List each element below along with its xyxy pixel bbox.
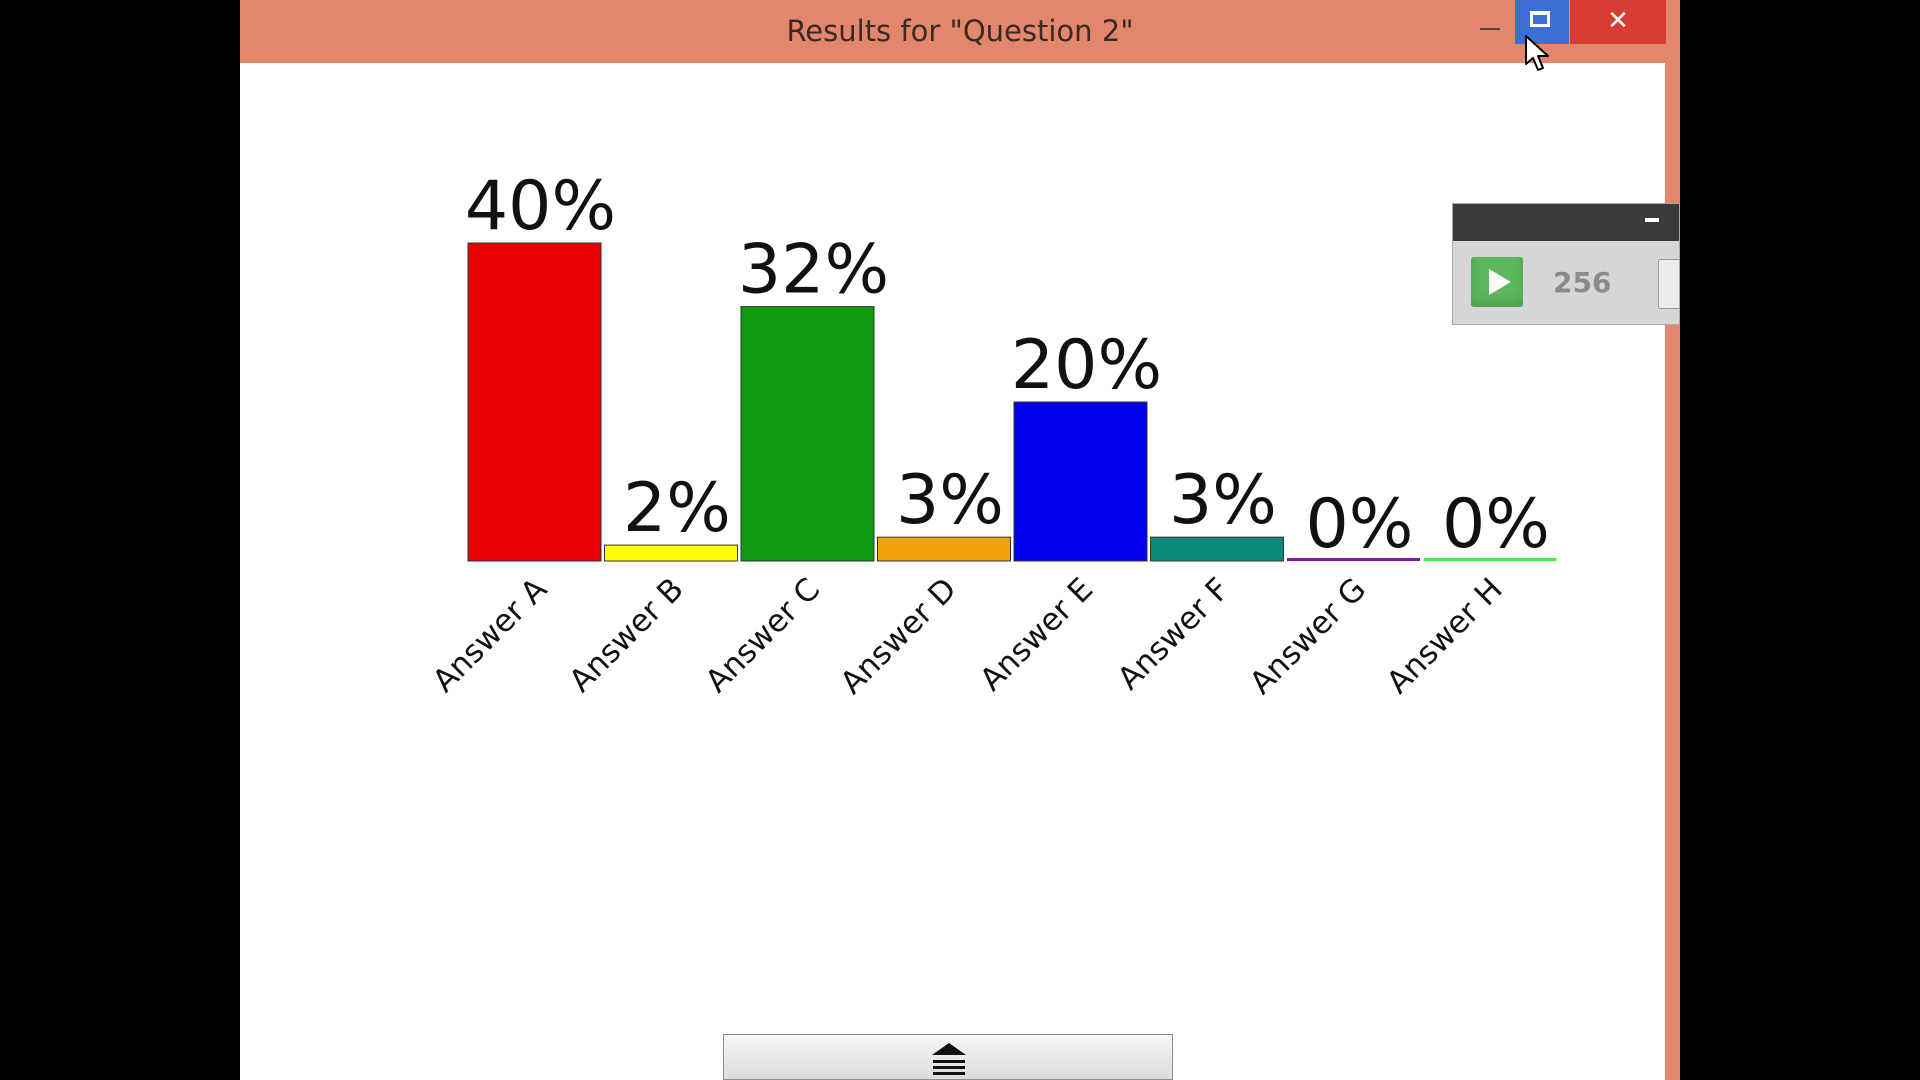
bar-value-label: 0% <box>1306 485 1414 564</box>
category-label: Answer H <box>1380 571 1510 701</box>
bar-answer-d <box>877 536 1011 562</box>
category-label: Answer A <box>426 571 554 699</box>
bar-answer-c <box>740 306 875 562</box>
results-window: Results for "Question 2" ✕ 40% Answer A 2%… <box>240 0 1680 1080</box>
mouse-cursor-icon <box>1525 35 1549 71</box>
bar-answer-a <box>467 242 602 562</box>
bar-value-label: 40% <box>465 167 616 246</box>
close-icon: ✕ <box>1607 6 1629 36</box>
mini-widget-header[interactable] <box>1453 204 1679 241</box>
mini-control-widget: 256 <box>1452 203 1680 325</box>
window-title: Results for "Question 2" <box>786 14 1134 48</box>
bar-value-label: 0% <box>1442 485 1550 564</box>
mini-minimize-icon[interactable] <box>1645 218 1659 222</box>
category-label: Answer B <box>562 571 690 699</box>
bar-value-label: 2% <box>623 469 731 548</box>
eject-up-icon <box>932 1043 966 1055</box>
bar-answer-e <box>1013 401 1148 562</box>
minimize-icon <box>1480 28 1500 30</box>
title-bar[interactable]: Results for "Question 2" ✕ <box>240 0 1680 63</box>
bar-answer-f <box>1150 536 1284 562</box>
bar-answer-h <box>1423 558 1557 561</box>
menu-line-icon <box>933 1072 965 1075</box>
category-label: Answer F <box>1111 571 1237 697</box>
minimize-button[interactable] <box>1464 0 1512 44</box>
bar-value-label: 3% <box>1169 461 1277 540</box>
maximize-icon <box>1530 11 1550 27</box>
bar-value-label: 20% <box>1011 326 1162 405</box>
response-count: 256 <box>1553 266 1612 299</box>
category-label: Answer D <box>834 571 964 701</box>
bar-value-label: 3% <box>896 461 1004 540</box>
results-chart-area: 40% Answer A 2% Answer B 32% Answer C 3% Answer… <box>240 63 1665 1080</box>
category-label: Answer C <box>699 571 827 699</box>
drawer-toggle-button[interactable] <box>723 1034 1173 1080</box>
results-bar-chart: 40% Answer A 2% Answer B 32% Answer C 3% Answer… <box>426 167 1557 701</box>
category-label: Answer G <box>1243 571 1373 701</box>
menu-line-icon <box>933 1060 965 1063</box>
close-button[interactable]: ✕ <box>1570 0 1666 44</box>
bar-answer-g <box>1287 558 1420 561</box>
bar-answer-b <box>604 544 738 562</box>
play-icon <box>1489 269 1511 295</box>
maximize-button[interactable] <box>1515 0 1569 44</box>
category-label: Answer E <box>973 571 1100 698</box>
mini-tool-button[interactable] <box>1658 259 1679 309</box>
bar-value-label: 32% <box>738 231 889 310</box>
menu-line-icon <box>933 1066 965 1069</box>
play-button[interactable] <box>1471 257 1523 307</box>
